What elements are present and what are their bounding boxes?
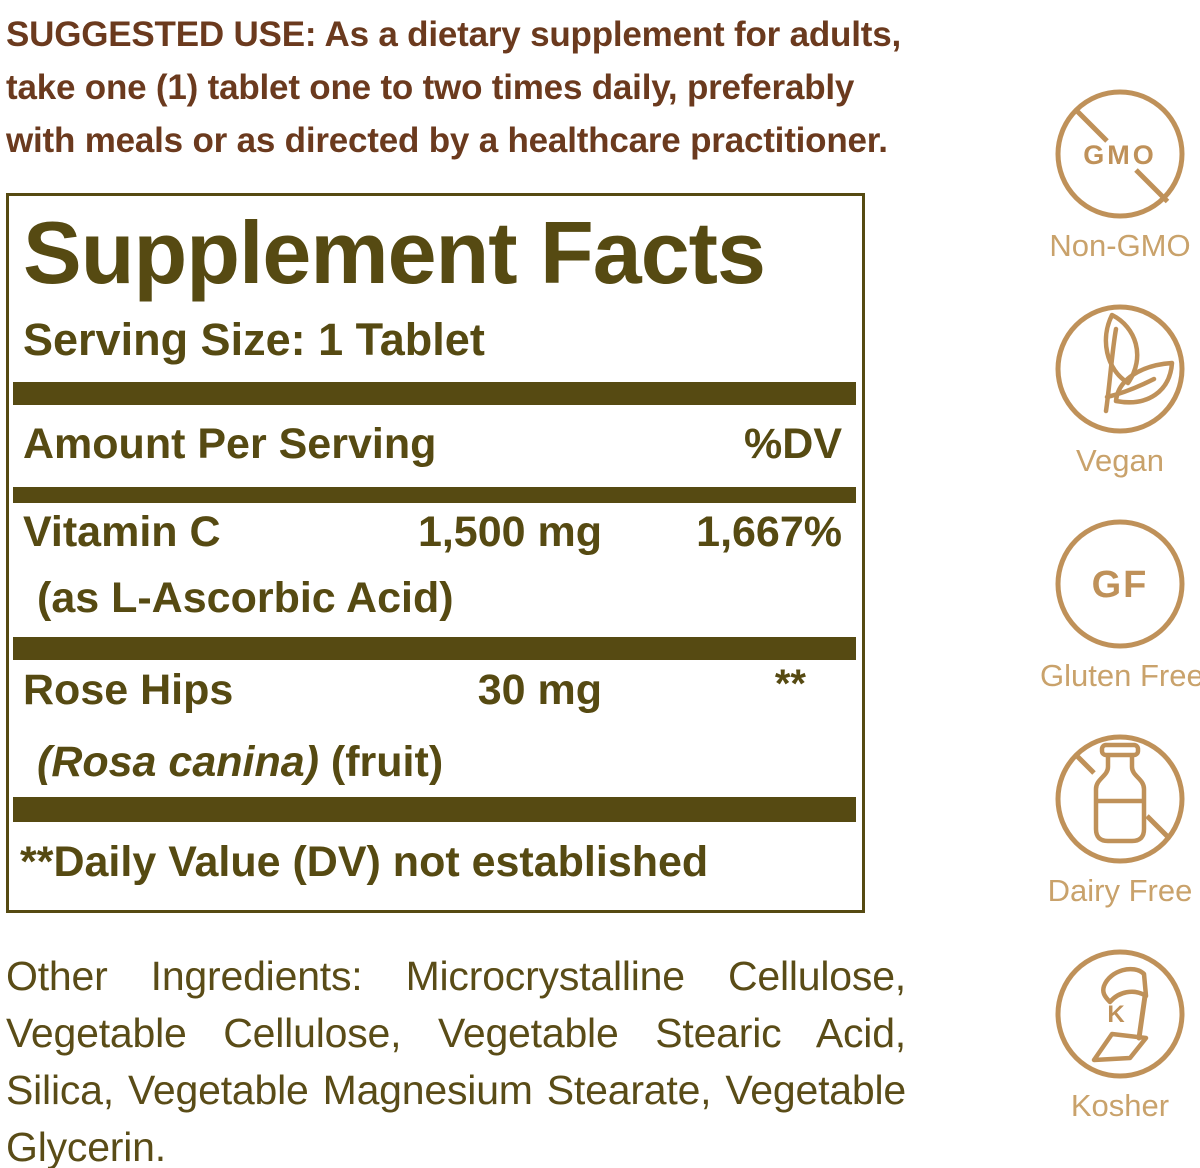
gmo-icon-text: GMO: [1083, 140, 1157, 170]
nutrient-amount: 30 mg: [477, 666, 602, 714]
nutrient-detail: (as L-Ascorbic Acid): [37, 574, 454, 622]
badge-label: Vegan: [1076, 443, 1164, 478]
nutrient-name: Vitamin C: [23, 508, 221, 556]
nutrient-dv: 1,667%: [696, 508, 842, 556]
suggested-use-line: take one (1) tablet one to two times dai…: [6, 68, 855, 107]
badge-label: Non-GMO: [1049, 228, 1191, 263]
badge-label: Kosher: [1070, 1088, 1170, 1123]
other-ingredients-paragraph: Other Ingredients: Microcrystalline Cell…: [6, 953, 906, 1168]
gf-icon-text: GF: [1092, 564, 1149, 606]
badge-dairy-free: Dairy Free: [1040, 729, 1200, 909]
badge-kosher: K Kosher: [1040, 944, 1200, 1124]
supplement-facts-panel: Supplement Facts Serving Size: 1 Tablet …: [6, 193, 865, 913]
suggested-use-line: with meals or as directed by a healthcar…: [6, 121, 888, 160]
milk-bottle-crossed-icon: [1055, 734, 1185, 864]
badge-vegan: Vegan: [1040, 299, 1200, 479]
divider-bar: [13, 487, 856, 503]
serving-size: Serving Size: 1 Tablet: [23, 314, 485, 365]
badge-label: Dairy Free: [1047, 873, 1193, 908]
badge-gluten-free: GF Gluten Free: [1040, 514, 1200, 694]
badge-non-gmo: GMO Non-GMO: [1040, 84, 1200, 264]
badge-label: Gluten Free: [1040, 658, 1200, 693]
nutrient-name: Rose Hips: [23, 666, 234, 714]
suggested-use-paragraph: SUGGESTED USE: As a dietary supplement f…: [6, 8, 996, 167]
table-row-rose-hips: Rose Hips 30 mg **: [23, 662, 842, 715]
plant-part: (fruit): [330, 738, 444, 786]
nutrient-dv: **: [774, 662, 806, 706]
nutrient-detail: (Rosa canina) (fruit): [37, 738, 443, 787]
panel-title: Supplement Facts: [23, 203, 766, 302]
suggested-use-line: SUGGESTED USE: As a dietary supplement f…: [6, 15, 901, 54]
gmo-crossed-icon: GMO: [1055, 89, 1185, 219]
kosher-kofk-icon: K: [1055, 949, 1185, 1079]
divider-bar: [13, 797, 856, 822]
percent-dv-header: %DV: [744, 420, 842, 468]
botanical-name: (Rosa canina): [37, 738, 319, 786]
divider-bar: [13, 637, 856, 660]
vegan-leaves-icon: [1055, 304, 1185, 434]
table-header-row: Amount Per Serving %DV: [23, 420, 842, 469]
dv-footnote: **Daily Value (DV) not established: [20, 838, 709, 886]
nutrient-amount: 1,500 mg: [417, 508, 602, 556]
gluten-free-circle-icon: GF: [1055, 519, 1185, 649]
kosher-icon-text: K: [1107, 1001, 1125, 1028]
table-row-vitamin-c: Vitamin C 1,500 mg 1,667%: [23, 508, 842, 557]
amount-per-serving-header: Amount Per Serving: [23, 420, 437, 468]
divider-bar: [13, 382, 856, 405]
